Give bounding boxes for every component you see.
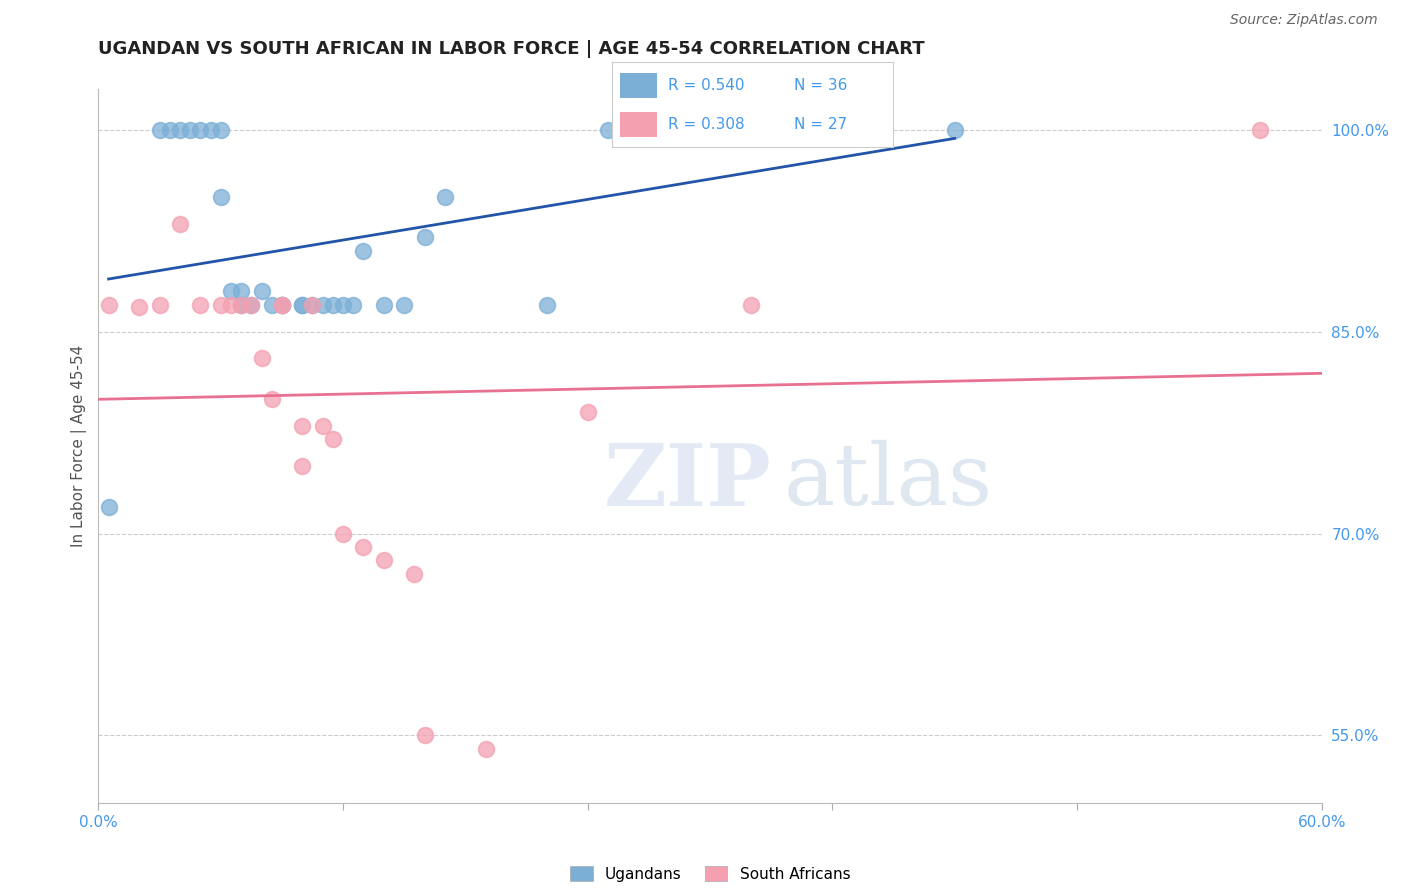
Point [188, 298, 212, 312]
Point [169, 217, 191, 231]
Legend: Ugandans, South Africans: Ugandans, South Africans [564, 860, 856, 888]
Point [638, 122, 661, 136]
Point [576, 405, 599, 419]
Point [250, 284, 273, 298]
Text: N = 27: N = 27 [794, 117, 848, 132]
Point [200, 122, 222, 136]
Point [373, 298, 395, 312]
Point [209, 122, 232, 136]
Point [536, 298, 558, 312]
Point [352, 244, 374, 258]
Point [270, 298, 294, 312]
Text: ZIP: ZIP [603, 440, 772, 524]
Point [312, 418, 335, 433]
Bar [620, 112, 657, 137]
Point [231, 284, 253, 298]
Point [301, 298, 323, 312]
Text: N = 36: N = 36 [794, 78, 848, 93]
Point [270, 298, 294, 312]
Y-axis label: In Labor Force | Age 45-54: In Labor Force | Age 45-54 [72, 345, 87, 547]
Point [373, 553, 395, 567]
Point [322, 298, 344, 312]
Bar [620, 72, 657, 98]
Point [474, 742, 498, 756]
Point [413, 729, 436, 743]
Point [159, 122, 181, 136]
Point [291, 418, 314, 433]
Point [740, 298, 762, 312]
Point [231, 298, 253, 312]
Point [301, 298, 323, 312]
Point [270, 298, 294, 312]
Point [392, 298, 416, 312]
Point [740, 122, 762, 136]
Text: UGANDAN VS SOUTH AFRICAN IN LABOR FORCE | AGE 45-54 CORRELATION CHART: UGANDAN VS SOUTH AFRICAN IN LABOR FORCE … [98, 40, 925, 58]
Point [332, 526, 354, 541]
Point [270, 298, 294, 312]
Point [149, 122, 172, 136]
Point [332, 298, 354, 312]
Point [342, 298, 364, 312]
Point [250, 351, 273, 366]
Point [404, 566, 426, 581]
Point [240, 298, 263, 312]
Point [97, 298, 120, 312]
Text: Source: ZipAtlas.com: Source: ZipAtlas.com [1230, 13, 1378, 28]
Point [179, 122, 201, 136]
Point [352, 540, 374, 554]
Point [413, 230, 436, 244]
Point [169, 122, 191, 136]
Point [260, 392, 283, 406]
Point [128, 301, 150, 315]
Point [434, 190, 457, 204]
Point [97, 500, 120, 514]
Text: R = 0.308: R = 0.308 [668, 117, 744, 132]
Point [209, 190, 232, 204]
Point [291, 459, 314, 474]
Point [291, 298, 314, 312]
Point [322, 432, 344, 446]
Point [240, 298, 263, 312]
Point [219, 284, 242, 298]
Point [188, 122, 212, 136]
Text: atlas: atlas [783, 440, 993, 524]
Point [149, 298, 172, 312]
Point [943, 122, 966, 136]
Text: R = 0.540: R = 0.540 [668, 78, 744, 93]
Point [209, 298, 232, 312]
Point [260, 298, 283, 312]
Point [1249, 122, 1271, 136]
Point [699, 122, 721, 136]
Point [219, 298, 242, 312]
Point [291, 298, 314, 312]
Point [598, 122, 620, 136]
Point [231, 298, 253, 312]
Point [862, 122, 884, 136]
Point [312, 298, 335, 312]
